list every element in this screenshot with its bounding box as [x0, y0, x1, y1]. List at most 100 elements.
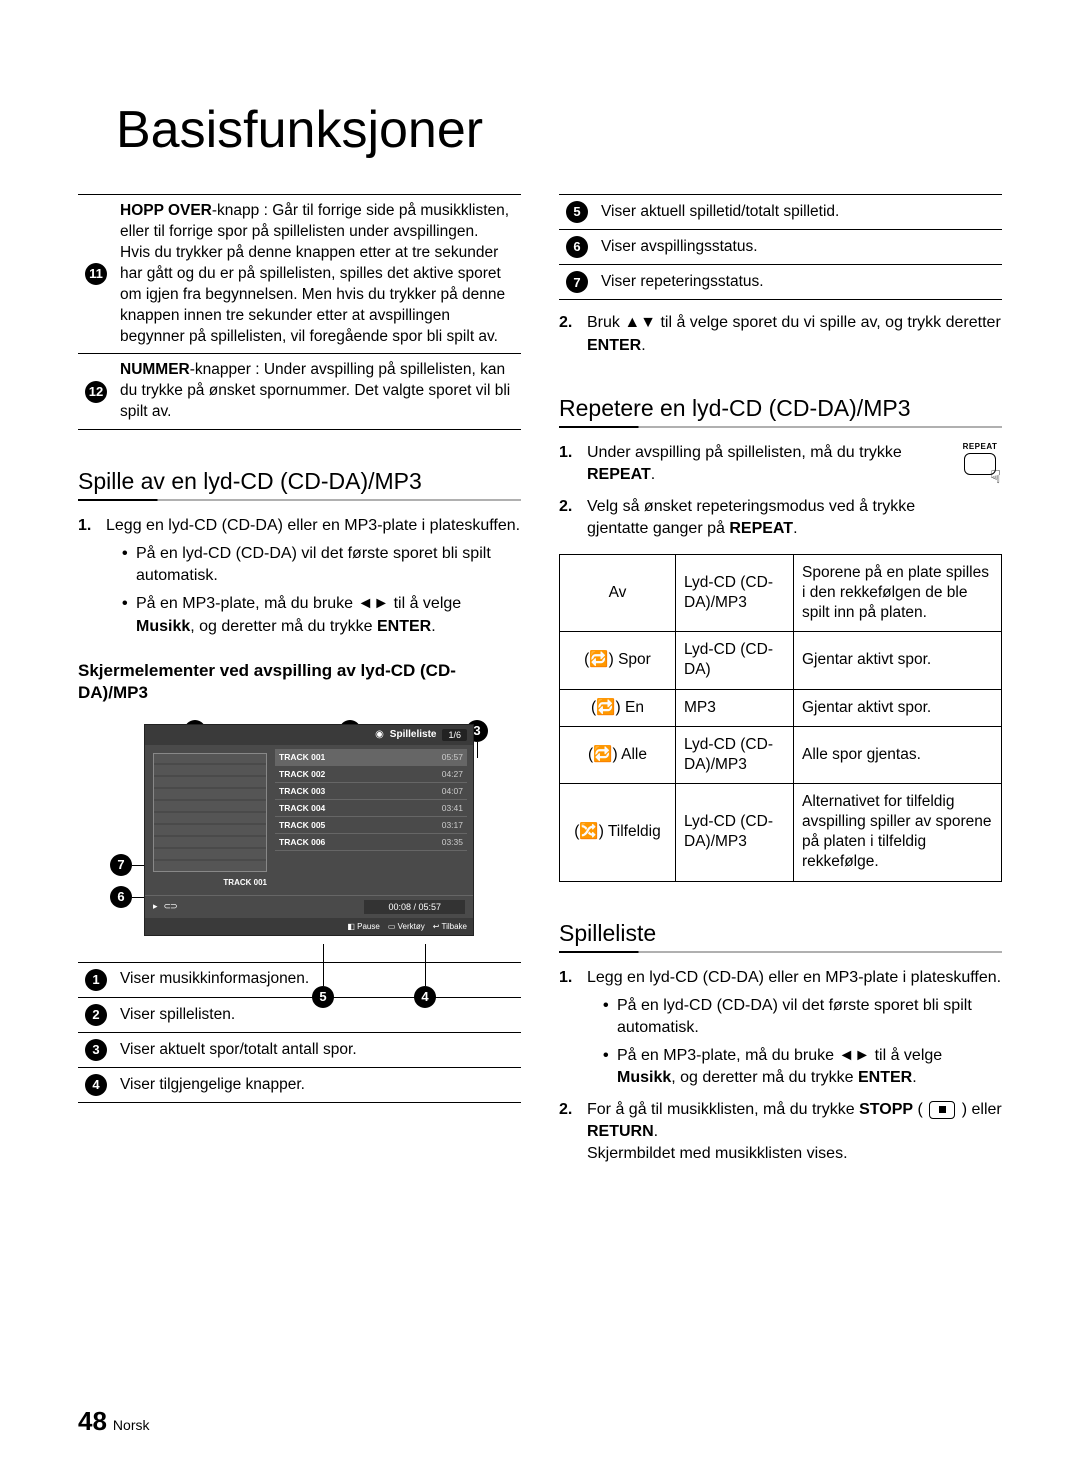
text-bold: REPEAT	[587, 466, 651, 483]
legend-text: Viser tilgjengelige knapper.	[114, 1068, 521, 1103]
player-status-bar: ▸ ⊂⊃ 00:08 / 05:57	[145, 895, 473, 918]
footer-btn: ◧ Pause	[347, 922, 379, 931]
callout-6: 6	[110, 886, 132, 908]
mode-desc: Alternativet for tilfeldig avspilling sp…	[794, 784, 1002, 882]
table-row: 11 HOPP OVER-knapp : Går til forrige sid…	[78, 195, 521, 354]
mode-media: MP3	[676, 689, 794, 726]
mode-media: Lyd-CD (CD-DA)	[676, 632, 794, 689]
table-row: 5 Viser aktuell spilletid/totalt spilleti…	[559, 195, 1002, 230]
section-heading-play: Spille av en lyd-CD (CD-DA)/MP3	[78, 468, 521, 495]
legend-text: Viser aktuell spilletid/totalt spilletid…	[595, 195, 1002, 230]
step-item: Bruk ▲▼ til å velge sporet du vi spille …	[559, 312, 1002, 356]
text-bold: RETURN	[587, 1123, 654, 1140]
bullet-list: På en lyd-CD (CD-DA) vil det første spor…	[106, 543, 521, 637]
bullet-item: På en MP3-plate, må du bruke ◄► til å ve…	[122, 593, 521, 637]
mode-media: Lyd-CD (CD-DA)/MP3	[676, 726, 794, 783]
player-header: ◉ Spilleliste 1/6	[145, 725, 473, 745]
mode-desc: Gjentar aktivt spor.	[794, 689, 1002, 726]
text-bold: STOPP	[859, 1101, 913, 1118]
left-column: 11 HOPP OVER-knapp : Går til forrige sid…	[78, 194, 521, 1175]
text-bold: REPEAT	[729, 520, 793, 537]
track-row: TRACK 00403:41	[275, 800, 467, 817]
mode-media: Lyd-CD (CD-DA)/MP3	[676, 784, 794, 882]
callout-4: 4	[414, 986, 436, 1008]
mode-desc: Sporene på en plate spilles i den rekkef…	[794, 554, 1002, 631]
mode-desc: Alle spor gjentas.	[794, 726, 1002, 783]
step-item: Under avspilling på spillelisten, må du …	[559, 442, 948, 486]
player-count: 1/6	[442, 729, 467, 741]
cover-label: TRACK 001	[153, 878, 267, 887]
table-row: 2Viser spillelisten.	[78, 997, 521, 1032]
step-item: Velg så ønsket repeteringsmodus ved å tr…	[559, 496, 948, 540]
section-rule	[78, 499, 521, 501]
callout-5: 5	[312, 986, 334, 1008]
circled-number-12: 12	[85, 381, 107, 403]
repeat-steps-wrap: Under avspilling på spillelisten, må du …	[559, 442, 1002, 540]
text: Bruk ▲▼ til å velge sporet du vi spille …	[587, 314, 1001, 331]
steps-list: Legg en lyd-CD (CD-DA) eller en MP3-plat…	[559, 967, 1002, 1166]
disc-icon: ◉	[375, 729, 384, 740]
table-row: 12 NUMMER-knapper : Under avspilling på …	[78, 354, 521, 430]
text-bold: ENTER	[858, 1069, 912, 1086]
section-rule	[559, 951, 1002, 953]
circled-number: 4	[85, 1074, 107, 1096]
feature-desc: NUMMER-knapper : Under avspilling på spi…	[114, 354, 521, 430]
step-text: Legg en lyd-CD (CD-DA) eller en MP3-plat…	[106, 517, 520, 534]
two-column-layout: 11 HOPP OVER-knapp : Går til forrige sid…	[78, 194, 1002, 1175]
bullet-list: På en lyd-CD (CD-DA) vil det første spor…	[587, 995, 1002, 1089]
bullet-item: På en MP3-plate, må du bruke ◄► til å ve…	[603, 1045, 1002, 1089]
hand-icon: ☟	[990, 467, 1001, 488]
text: Legg en lyd-CD (CD-DA) eller en MP3-plat…	[587, 969, 1001, 986]
circled-number: 5	[566, 201, 588, 223]
track-row: TRACK 00603:35	[275, 834, 467, 851]
text: På en MP3-plate, må du bruke ◄► til å ve…	[617, 1047, 942, 1064]
steps-list: Bruk ▲▼ til å velge sporet du vi spille …	[559, 312, 1002, 356]
table-row: (🔁) EnMP3Gjentar aktivt spor.	[560, 689, 1002, 726]
player-mock: ◉ Spilleliste 1/6 TRACK 001 TRACK 00105:…	[144, 724, 474, 936]
track-row: TRACK 00304:07	[275, 783, 467, 800]
text-bold: ENTER	[377, 618, 431, 635]
table-row: AvLyd-CD (CD-DA)/MP3Sporene på en plate …	[560, 554, 1002, 631]
text: For å gå til musikklisten, må du trykke	[587, 1101, 859, 1118]
track-row: TRACK 00204:27	[275, 766, 467, 783]
text: Skjermbildet med musikklisten vises.	[587, 1145, 848, 1162]
circled-number: 6	[566, 236, 588, 258]
circled-number: 7	[566, 271, 588, 293]
repeat-button-graphic: REPEAT ☟	[958, 442, 1002, 475]
text: , og deretter må du trykke	[671, 1069, 858, 1086]
repeat-icon: ⊂⊃	[164, 901, 177, 912]
play-icon: ▸	[153, 901, 158, 912]
feature-desc: HOPP OVER-knapp : Går til forrige side p…	[114, 195, 521, 354]
page-number: 48Norsk	[78, 1406, 149, 1437]
bullet-item: På en lyd-CD (CD-DA) vil det første spor…	[122, 543, 521, 587]
stop-icon	[929, 1101, 955, 1119]
legend-text: Viser repeteringsstatus.	[595, 265, 1002, 300]
step-item: Legg en lyd-CD (CD-DA) eller en MP3-plat…	[78, 515, 521, 637]
circled-number: 2	[85, 1004, 107, 1026]
text: På en MP3-plate, må du bruke ◄► til å ve…	[136, 595, 461, 612]
player-tracklist: TRACK 00105:57TRACK 00204:27TRACK 00304:…	[275, 745, 473, 895]
album-cover	[153, 753, 267, 872]
table-row: 7 Viser repeteringsstatus.	[559, 265, 1002, 300]
repeat-label: REPEAT	[958, 442, 1002, 451]
text-bold: ENTER	[587, 337, 641, 354]
page-number-value: 48	[78, 1406, 107, 1436]
table-row: (🔀) TilfeldigLyd-CD (CD-DA)/MP3Alternati…	[560, 784, 1002, 882]
circled-number-11: 11	[85, 263, 107, 285]
footer-btn: ↩ Tilbake	[433, 922, 467, 931]
feature-table-top: 11 HOPP OVER-knapp : Går til forrige sid…	[78, 194, 521, 430]
steps-list: Under avspilling på spillelisten, må du …	[559, 442, 1002, 540]
legend-text: Viser avspillingsstatus.	[595, 230, 1002, 265]
table-row: 6 Viser avspillingsstatus.	[559, 230, 1002, 265]
circled-number: 3	[85, 1039, 107, 1061]
text-bold: Musikk	[136, 618, 190, 635]
player-time: 00:08 / 05:57	[364, 900, 465, 914]
step-item: For å gå til musikklisten, må du trykke …	[559, 1099, 1002, 1165]
mode-name: (🔀) Tilfeldig	[560, 784, 676, 882]
table-row: (🔁) SporLyd-CD (CD-DA)Gjentar aktivt spo…	[560, 632, 1002, 689]
section-heading-playlist: Spilleliste	[559, 920, 1002, 947]
sub-heading: Skjermelementer ved avspilling av lyd-CD…	[78, 660, 521, 704]
bullet-item: På en lyd-CD (CD-DA) vil det første spor…	[603, 995, 1002, 1039]
player-footer: ◧ Pause ▭ Verktøy ↩ Tilbake	[145, 918, 473, 935]
mode-name: (🔁) En	[560, 689, 676, 726]
